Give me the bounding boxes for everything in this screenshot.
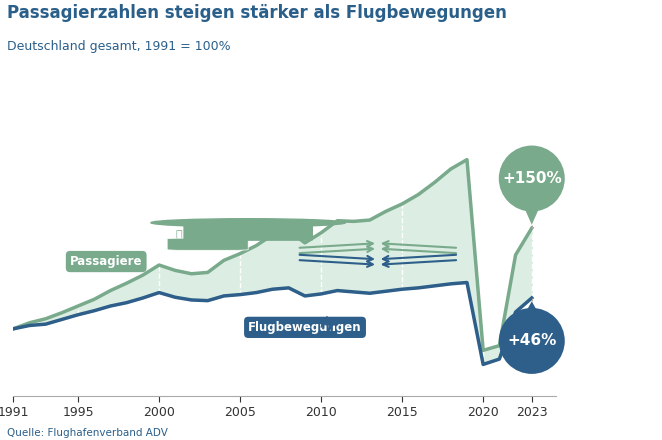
Text: Passagiere: Passagiere	[70, 255, 142, 268]
Text: Deutschland gesamt, 1991 = 100%: Deutschland gesamt, 1991 = 100%	[7, 40, 230, 53]
Text: ⦾: ⦾	[175, 230, 182, 240]
Text: Flugbewegungen: Flugbewegungen	[248, 321, 362, 334]
Text: Quelle: Flughafenverband ADV: Quelle: Flughafenverband ADV	[7, 428, 167, 438]
FancyBboxPatch shape	[167, 238, 248, 250]
FancyBboxPatch shape	[183, 225, 313, 241]
Circle shape	[151, 219, 346, 227]
Text: Passagierzahlen steigen stärker als Flugbewegungen: Passagierzahlen steigen stärker als Flug…	[7, 4, 506, 22]
Text: +150%: +150%	[502, 171, 561, 186]
Text: +46%: +46%	[507, 334, 557, 348]
Text: ✈: ✈	[318, 315, 340, 339]
